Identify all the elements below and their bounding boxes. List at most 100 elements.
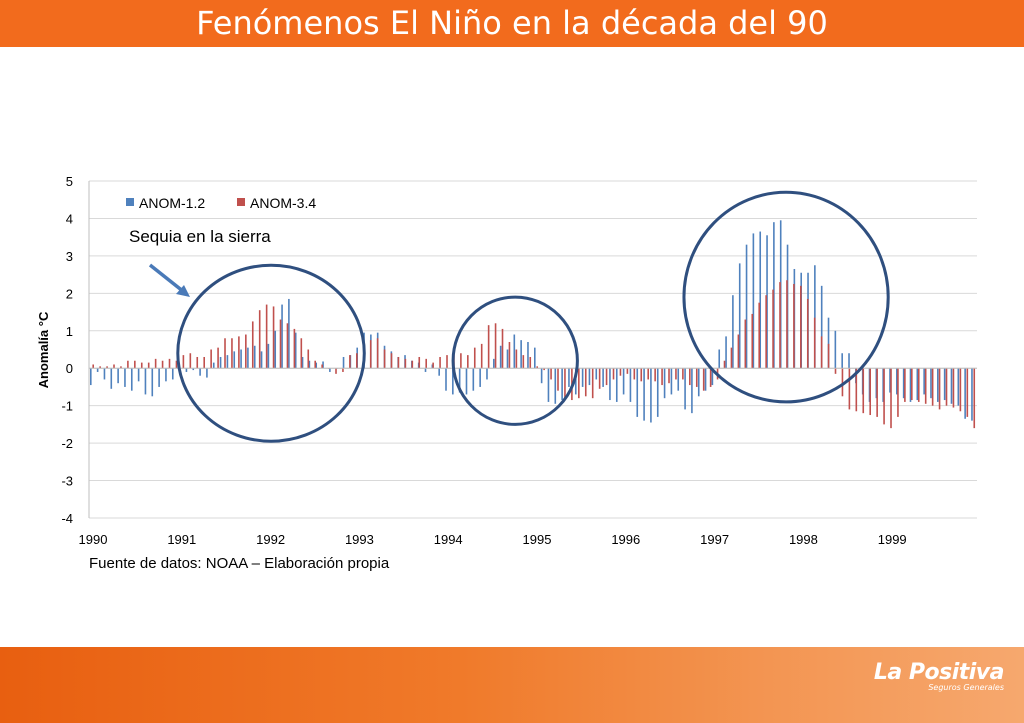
bar-anom34 xyxy=(633,368,636,380)
bar-anom34 xyxy=(973,368,976,429)
bar-anom12 xyxy=(930,368,932,399)
bar-anom34 xyxy=(675,368,677,380)
bar-anom34 xyxy=(751,313,754,369)
bar-anom34 xyxy=(140,362,143,369)
bar-anom34 xyxy=(196,356,199,369)
bar-anom12 xyxy=(513,334,516,369)
bar-anom34 xyxy=(147,362,150,369)
annotation-label: Sequia en la sierra xyxy=(129,227,271,246)
bar-anom34 xyxy=(473,347,476,369)
bar-anom34 xyxy=(591,368,594,399)
bar-anom12 xyxy=(875,368,878,399)
bar-anom34 xyxy=(251,321,254,369)
x-tick-label: 1999 xyxy=(878,532,907,547)
bar-anom34 xyxy=(841,368,844,397)
bar-anom34 xyxy=(945,368,948,406)
bar-anom12 xyxy=(520,340,522,369)
highlight-circle xyxy=(451,295,579,426)
bar-anom34 xyxy=(425,358,427,369)
bar-anom34 xyxy=(210,349,212,369)
y-tick-label: -1 xyxy=(61,399,73,414)
bar-anom34 xyxy=(897,368,899,417)
bar-anom12 xyxy=(534,347,536,369)
bar-anom12 xyxy=(253,345,256,369)
bar-anom34 xyxy=(862,368,865,414)
bar-anom12 xyxy=(725,336,727,369)
x-tick-label: 1998 xyxy=(789,532,818,547)
bar-anom12 xyxy=(308,360,311,369)
bar-anom34 xyxy=(813,317,816,369)
bar-anom34 xyxy=(855,368,858,412)
highlight-circle xyxy=(682,190,890,404)
bar-anom12 xyxy=(329,368,331,372)
bar-anom34 xyxy=(730,347,733,369)
y-tick-label: 2 xyxy=(66,286,73,301)
bar-anom12 xyxy=(609,368,611,401)
bar-anom34 xyxy=(120,366,122,369)
bar-anom34 xyxy=(515,349,518,369)
legend-swatch-anom34 xyxy=(237,198,245,206)
y-tick-label: 0 xyxy=(66,361,73,376)
bar-anom12 xyxy=(185,368,188,372)
bar-anom12 xyxy=(171,368,174,380)
bar-anom34 xyxy=(383,349,386,369)
bar-anom34 xyxy=(189,353,192,369)
legend: ANOM-1.2 ANOM-3.4 xyxy=(126,195,316,211)
bar-anom12 xyxy=(315,362,318,369)
bar-anom34 xyxy=(522,355,525,369)
bar-anom34 xyxy=(369,340,372,369)
bar-anom34 xyxy=(494,323,497,369)
bar-anom34 xyxy=(772,289,774,369)
slide-title: Fenómenos El Niño en la década del 90 xyxy=(196,4,828,42)
bar-anom34 xyxy=(217,347,219,369)
bar-anom34 xyxy=(342,368,344,372)
bar-anom12 xyxy=(206,368,208,378)
bar-anom34 xyxy=(286,323,289,369)
bar-anom12 xyxy=(267,343,270,369)
bar-anom12 xyxy=(472,368,475,391)
y-tick-label: -4 xyxy=(61,511,73,526)
bar-anom34 xyxy=(404,358,407,369)
bar-anom34 xyxy=(307,349,310,369)
bar-anom12 xyxy=(964,368,966,419)
bar-anom12 xyxy=(212,362,215,369)
bar-anom34 xyxy=(293,328,296,369)
bar-anom34 xyxy=(279,319,282,369)
bar-anom12 xyxy=(670,368,673,395)
bar-anom34 xyxy=(182,355,185,369)
bar-anom34 xyxy=(744,319,747,369)
y-tick-label: 4 xyxy=(66,211,73,226)
bar-anom34 xyxy=(446,355,448,369)
bar-anom12 xyxy=(595,368,598,380)
bar-anom34 xyxy=(654,368,656,382)
bar-anom34 xyxy=(134,360,136,369)
bar-anom34 xyxy=(890,368,892,429)
bar-anom34 xyxy=(869,368,871,416)
x-tick-label: 1996 xyxy=(611,532,640,547)
bar-anom12 xyxy=(103,368,106,380)
bar-anom34 xyxy=(550,368,552,380)
bar-anom12 xyxy=(151,368,154,397)
bar-anom34 xyxy=(883,368,885,425)
bar-anom34 xyxy=(959,368,962,412)
x-tick-label: 1991 xyxy=(167,532,196,547)
bar-anom12 xyxy=(479,368,481,387)
bar-anom12 xyxy=(916,368,919,401)
bar-anom34 xyxy=(682,368,684,380)
bar-anom34 xyxy=(557,368,559,391)
bar-anom12 xyxy=(199,368,201,376)
bar-anom12 xyxy=(766,235,768,369)
bar-anom12 xyxy=(424,368,427,372)
bar-anom12 xyxy=(219,356,222,369)
x-tick-label: 1990 xyxy=(79,532,108,547)
bar-anom12 xyxy=(704,368,707,391)
bar-anom34 xyxy=(911,368,913,401)
bar-anom34 xyxy=(265,304,268,369)
bar-anom12 xyxy=(554,368,557,404)
bar-anom34 xyxy=(314,360,316,369)
bar-anom12 xyxy=(233,351,236,369)
bar-anom34 xyxy=(786,280,788,369)
logo-name: La Positiva xyxy=(873,660,1005,685)
bar-anom34 xyxy=(238,336,240,369)
bar-anom12 xyxy=(274,330,277,369)
